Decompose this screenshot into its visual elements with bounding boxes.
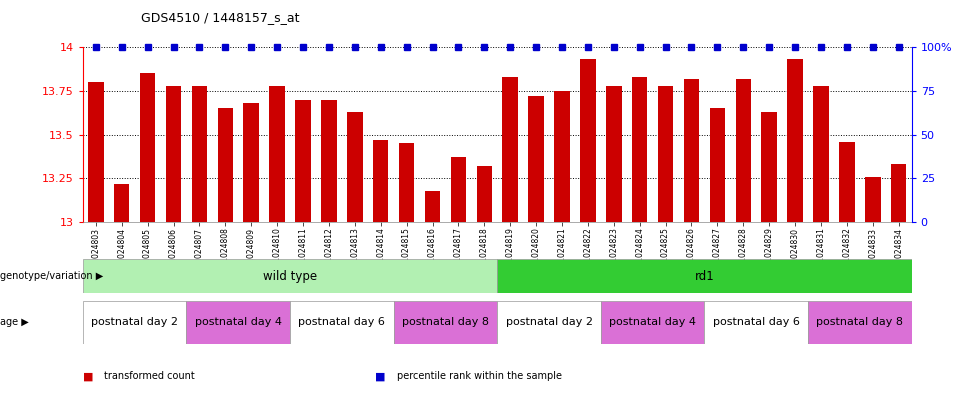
Bar	[761, 112, 777, 222]
Text: postnatal day 4: postnatal day 4	[609, 317, 696, 327]
Bar	[658, 86, 674, 222]
Bar	[295, 100, 311, 222]
Bar	[217, 108, 233, 222]
Bar	[114, 184, 130, 222]
Bar	[710, 108, 725, 222]
Text: postnatal day 2: postnatal day 2	[92, 317, 178, 327]
Bar	[788, 59, 802, 222]
Text: postnatal day 4: postnatal day 4	[195, 317, 282, 327]
Bar	[477, 166, 492, 222]
Bar	[321, 100, 336, 222]
Bar	[166, 86, 181, 222]
Bar	[347, 112, 363, 222]
Bar	[394, 301, 497, 344]
Bar	[528, 96, 544, 222]
Text: postnatal day 6: postnatal day 6	[298, 317, 385, 327]
Bar	[683, 79, 699, 222]
Bar	[808, 301, 912, 344]
Text: rd1: rd1	[694, 270, 715, 283]
Bar	[88, 82, 103, 222]
Bar	[139, 73, 155, 222]
Bar	[865, 176, 880, 222]
Text: postnatal day 8: postnatal day 8	[402, 317, 488, 327]
Bar	[813, 86, 829, 222]
Text: genotype/variation ▶: genotype/variation ▶	[0, 271, 103, 281]
Bar	[186, 301, 291, 344]
Bar	[735, 79, 751, 222]
Text: age ▶: age ▶	[0, 317, 28, 327]
Bar	[269, 86, 285, 222]
Text: postnatal day 6: postnatal day 6	[713, 317, 800, 327]
Bar	[502, 77, 518, 222]
Text: ■: ■	[375, 371, 386, 382]
Bar	[450, 157, 466, 222]
Bar	[83, 301, 186, 344]
Bar	[497, 259, 912, 293]
Bar	[372, 140, 388, 222]
Text: postnatal day 8: postnatal day 8	[816, 317, 903, 327]
Bar	[83, 259, 497, 293]
Text: percentile rank within the sample: percentile rank within the sample	[397, 371, 562, 382]
Bar	[399, 143, 414, 222]
Bar	[839, 141, 855, 222]
Bar	[891, 164, 907, 222]
Bar	[244, 103, 259, 222]
Bar	[291, 301, 394, 344]
Bar	[497, 301, 601, 344]
Bar	[632, 77, 647, 222]
Bar	[192, 86, 207, 222]
Bar	[606, 86, 622, 222]
Text: wild type: wild type	[263, 270, 317, 283]
Bar	[554, 91, 569, 222]
Bar	[580, 59, 596, 222]
Bar	[425, 191, 441, 222]
Bar	[601, 301, 704, 344]
Bar	[704, 301, 808, 344]
Text: transformed count: transformed count	[104, 371, 195, 382]
Text: GDS4510 / 1448157_s_at: GDS4510 / 1448157_s_at	[141, 11, 300, 24]
Text: ■: ■	[83, 371, 94, 382]
Text: postnatal day 2: postnatal day 2	[506, 317, 593, 327]
